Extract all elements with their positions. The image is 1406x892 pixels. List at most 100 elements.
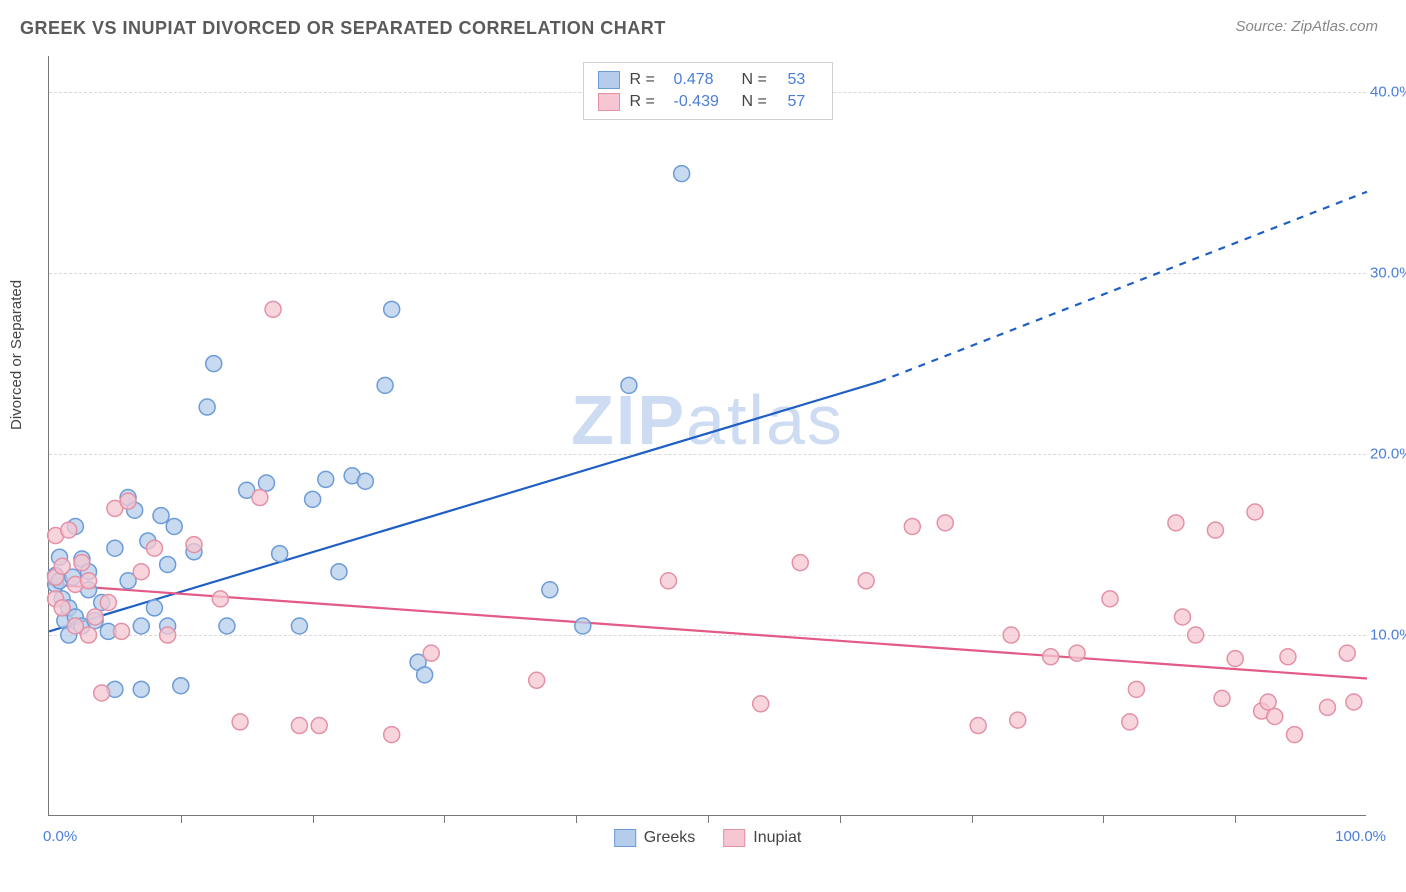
data-point xyxy=(357,473,373,489)
n-label: N = xyxy=(742,71,778,89)
swatch-greeks-icon xyxy=(614,829,636,847)
data-point xyxy=(1128,681,1144,697)
series-legend: Greeks Inupiat xyxy=(614,829,802,847)
data-point xyxy=(87,609,103,625)
data-point xyxy=(265,301,281,317)
trend-line-dashed xyxy=(879,192,1367,382)
data-point xyxy=(1267,708,1283,724)
data-point xyxy=(153,508,169,524)
data-point xyxy=(291,718,307,734)
legend-label-greeks: Greeks xyxy=(644,829,696,847)
data-point xyxy=(133,618,149,634)
data-point xyxy=(113,623,129,639)
data-point xyxy=(54,558,70,574)
data-point xyxy=(904,518,920,534)
n-value-inupiat: 57 xyxy=(788,93,818,111)
data-point xyxy=(1188,627,1204,643)
x-tick xyxy=(708,815,709,823)
data-point xyxy=(1319,699,1335,715)
legend-label-inupiat: Inupiat xyxy=(753,829,801,847)
data-point xyxy=(1227,651,1243,667)
data-point xyxy=(1214,690,1230,706)
data-point xyxy=(621,377,637,393)
data-point xyxy=(232,714,248,730)
data-point xyxy=(753,696,769,712)
data-point xyxy=(133,564,149,580)
r-label: R = xyxy=(630,71,664,89)
data-point xyxy=(1102,591,1118,607)
data-point xyxy=(1207,522,1223,538)
data-point xyxy=(1174,609,1190,625)
data-point xyxy=(54,600,70,616)
data-point xyxy=(120,493,136,509)
data-point xyxy=(160,627,176,643)
data-point xyxy=(305,491,321,507)
data-point xyxy=(792,555,808,571)
data-point xyxy=(81,573,97,589)
data-point xyxy=(212,591,228,607)
source-attribution: Source: ZipAtlas.com xyxy=(1235,18,1378,35)
n-value-greeks: 53 xyxy=(788,71,818,89)
data-point xyxy=(1247,504,1263,520)
data-point xyxy=(529,672,545,688)
data-point xyxy=(186,537,202,553)
data-point xyxy=(674,166,690,182)
data-point xyxy=(1287,727,1303,743)
x-tick xyxy=(444,815,445,823)
data-point xyxy=(258,475,274,491)
data-point xyxy=(61,522,77,538)
y-tick-label: 40.0% xyxy=(1370,84,1406,101)
data-point xyxy=(133,681,149,697)
data-point xyxy=(160,556,176,572)
legend-row-inupiat: R = -0.439 N = 57 xyxy=(598,91,818,113)
data-point xyxy=(146,600,162,616)
data-point xyxy=(384,301,400,317)
data-point xyxy=(542,582,558,598)
scatter-svg xyxy=(49,56,1366,815)
data-point xyxy=(1280,649,1296,665)
data-point xyxy=(219,618,235,634)
y-tick-label: 20.0% xyxy=(1370,446,1406,463)
chart-plot-area: ZIPatlas 10.0%20.0%30.0%40.0% R = 0.478 … xyxy=(48,56,1366,816)
data-point xyxy=(272,546,288,562)
x-tick xyxy=(1103,815,1104,823)
data-point xyxy=(291,618,307,634)
data-point xyxy=(206,356,222,372)
data-point xyxy=(660,573,676,589)
data-point xyxy=(81,627,97,643)
data-point xyxy=(384,727,400,743)
header: GREEK VS INUPIAT DIVORCED OR SEPARATED C… xyxy=(0,0,1406,47)
data-point xyxy=(107,540,123,556)
data-point xyxy=(94,685,110,701)
x-tick xyxy=(840,815,841,823)
data-point xyxy=(858,573,874,589)
x-tick xyxy=(313,815,314,823)
data-point xyxy=(1339,645,1355,661)
data-point xyxy=(74,555,90,571)
swatch-inupiat xyxy=(598,93,620,111)
trend-line xyxy=(49,584,1367,678)
x-tick xyxy=(1235,815,1236,823)
data-point xyxy=(1260,694,1276,710)
data-point xyxy=(417,667,433,683)
n-label: N = xyxy=(742,93,778,111)
data-point xyxy=(311,718,327,734)
x-tick xyxy=(181,815,182,823)
data-point xyxy=(252,490,268,506)
chart-title: GREEK VS INUPIAT DIVORCED OR SEPARATED C… xyxy=(20,18,666,39)
x-min-label: 0.0% xyxy=(43,828,77,845)
data-point xyxy=(1010,712,1026,728)
data-point xyxy=(199,399,215,415)
swatch-inupiat-icon xyxy=(723,829,745,847)
legend-item-greeks: Greeks xyxy=(614,829,696,847)
y-tick-label: 30.0% xyxy=(1370,265,1406,282)
x-tick xyxy=(576,815,577,823)
legend-item-inupiat: Inupiat xyxy=(723,829,801,847)
data-point xyxy=(423,645,439,661)
data-point xyxy=(318,471,334,487)
data-point xyxy=(1043,649,1059,665)
data-point xyxy=(166,518,182,534)
data-point xyxy=(1122,714,1138,730)
x-max-label: 100.0% xyxy=(1335,828,1386,845)
correlation-legend: R = 0.478 N = 53 R = -0.439 N = 57 xyxy=(583,62,833,120)
